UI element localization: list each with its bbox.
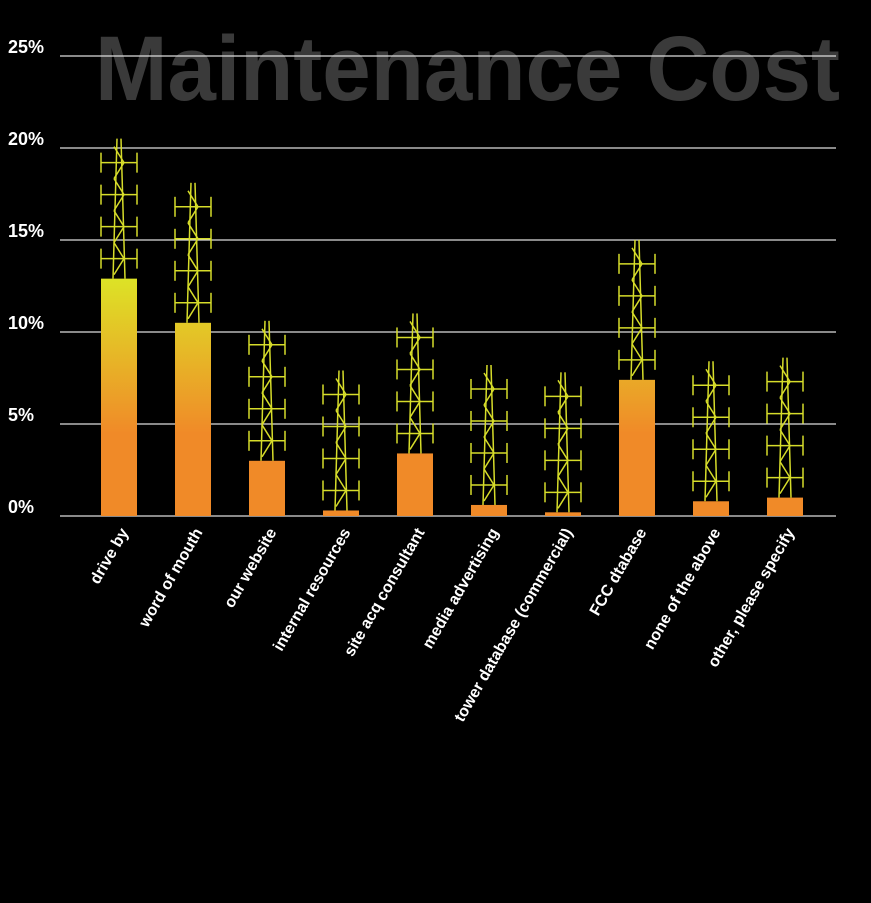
tower-decoration: [248, 320, 286, 461]
tower-part: [779, 461, 791, 494]
tower-part: [631, 343, 643, 377]
bar: [101, 278, 137, 516]
y-tick-label: 0%: [8, 497, 34, 517]
tower-part: [113, 178, 125, 212]
tower-part: [335, 378, 347, 411]
bar: [471, 504, 507, 516]
bar: [545, 512, 581, 516]
tower-part: [409, 353, 421, 386]
tower-part: [187, 286, 199, 320]
tower-part: [557, 443, 569, 477]
tower-part: [705, 432, 717, 466]
tower-part: [261, 328, 273, 362]
tower-part: [113, 242, 125, 276]
tower-part: [187, 190, 199, 224]
tower-part: [483, 404, 495, 438]
bar: [767, 497, 803, 516]
tower-part: [113, 146, 125, 180]
tower-part: [483, 468, 495, 502]
tower-decoration: [618, 239, 656, 380]
bar: [323, 510, 359, 516]
tower-part: [557, 411, 569, 445]
tower-decoration: [766, 357, 804, 498]
chart-title: Maintenance Cost: [95, 18, 840, 120]
tower-part: [409, 321, 421, 354]
tower-decoration: [692, 361, 730, 502]
tower-part: [779, 397, 791, 430]
tower-part: [409, 417, 421, 450]
tower-part: [261, 360, 273, 394]
y-tick-label: 15%: [8, 221, 44, 241]
tower-part: [705, 464, 717, 498]
tower-decoration: [544, 372, 582, 513]
tower-part: [409, 385, 421, 418]
y-tick-label: 20%: [8, 129, 44, 149]
bar: [249, 460, 285, 516]
bar: [619, 379, 655, 516]
tower-part: [113, 210, 125, 244]
tower-part: [631, 311, 643, 345]
bar: [397, 453, 433, 516]
tower-part: [557, 475, 569, 509]
tower-part: [483, 436, 495, 470]
tower-part: [335, 410, 347, 443]
tower-part: [705, 368, 717, 402]
tower-part: [261, 392, 273, 426]
y-tick-label: 25%: [8, 37, 44, 57]
tower-decoration: [174, 182, 212, 323]
tower-part: [335, 442, 347, 475]
tower-part: [631, 247, 643, 281]
tower-part: [557, 379, 569, 413]
tower-part: [779, 429, 791, 462]
tower-part: [261, 424, 273, 458]
tower-part: [483, 372, 495, 406]
tower-part: [705, 400, 717, 434]
tower-decoration: [470, 364, 508, 505]
tower-part: [187, 254, 199, 288]
tower-part: [779, 365, 791, 398]
y-tick-label: 10%: [8, 313, 44, 333]
tower-part: [187, 222, 199, 256]
tower-decoration: [100, 138, 138, 279]
y-tick-label: 5%: [8, 405, 34, 425]
tower-part: [631, 279, 643, 313]
tower-decoration: [396, 313, 434, 454]
bar: [693, 501, 729, 516]
tower-part: [335, 474, 347, 507]
tower-decoration: [322, 370, 360, 511]
bar: [175, 322, 211, 516]
